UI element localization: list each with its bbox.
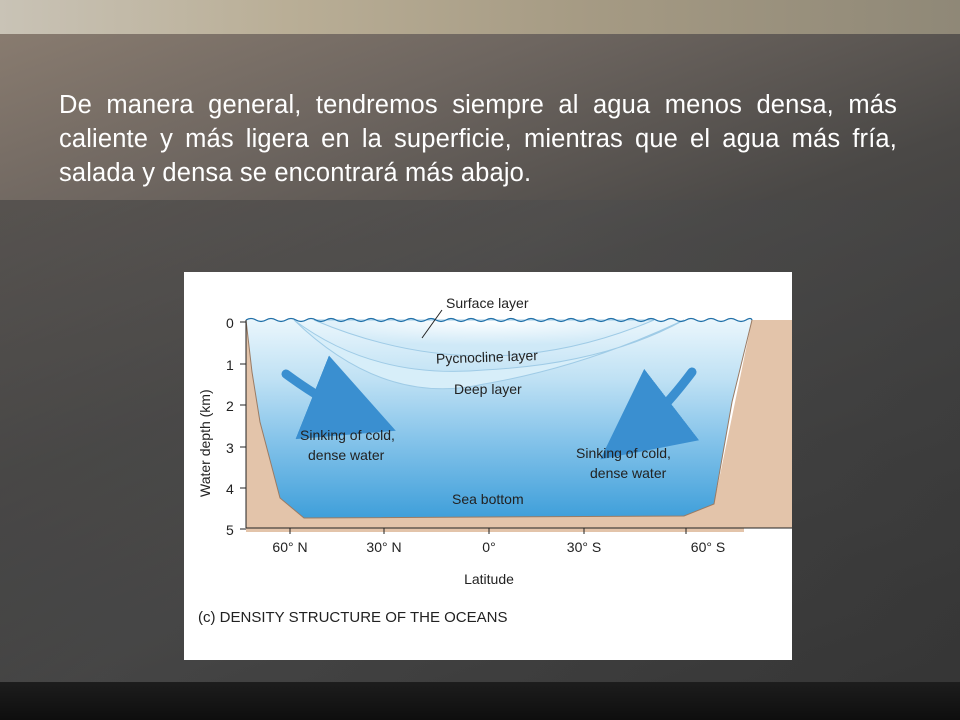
sinking-arrow-right [600, 367, 700, 460]
slide-body-text: De manera general, tendremos siempre al … [59, 91, 897, 187]
y-axis-label: Water depth (km) [197, 389, 213, 497]
sea-bottom-outline [245, 319, 753, 519]
x-axis-label: Latitude [464, 571, 514, 587]
depth-tick-0: 0 [226, 315, 234, 331]
ocean-density-diagram: 0 1 2 3 4 5 Water depth (km) 60° N 30° N… [197, 295, 792, 626]
density-structure-figure: 0 1 2 3 4 5 Water depth (km) 60° N 30° N… [184, 272, 792, 660]
deep-layer-label: Deep layer [454, 381, 522, 397]
surface-layer-shape [313, 319, 655, 357]
lat-tick-60s: 60° S [691, 539, 725, 555]
lat-tick-0: 0° [482, 539, 495, 555]
sinking-right-line1: Sinking of cold, [576, 445, 671, 461]
decorative-bottom-band [0, 682, 960, 720]
decorative-top-band [0, 0, 960, 34]
sinking-right-line2: dense water [590, 465, 667, 481]
depth-tick-4: 4 [226, 481, 234, 497]
pycnocline-layer-label: Pycnocline layer [436, 347, 539, 367]
latitude-ticks: 60° N 30° N 0° 30° S 60° S [272, 528, 725, 555]
land-base [246, 518, 744, 532]
lat-tick-30n: 30° N [366, 539, 401, 555]
depth-ticks: 0 1 2 3 4 5 [226, 315, 246, 538]
sinking-left-line1: Sinking of cold, [300, 427, 395, 443]
surface-layer-pointer [421, 309, 443, 339]
depth-tick-1: 1 [226, 357, 234, 373]
lat-tick-30s: 30° S [567, 539, 601, 555]
sinking-left-line2: dense water [308, 447, 385, 463]
figure-caption: (c) DENSITY STRUCTURE OF THE OCEANS [198, 609, 507, 626]
surface-layer-label: Surface layer [446, 295, 529, 311]
depth-tick-5: 5 [226, 522, 234, 538]
sinking-arrow-left [281, 355, 396, 440]
depth-tick-3: 3 [226, 440, 234, 456]
depth-tick-2: 2 [226, 398, 234, 414]
land-left [246, 320, 792, 528]
sea-bottom-label: Sea bottom [452, 491, 524, 507]
sea-surface-line [245, 317, 753, 323]
lat-tick-60n: 60° N [272, 539, 307, 555]
